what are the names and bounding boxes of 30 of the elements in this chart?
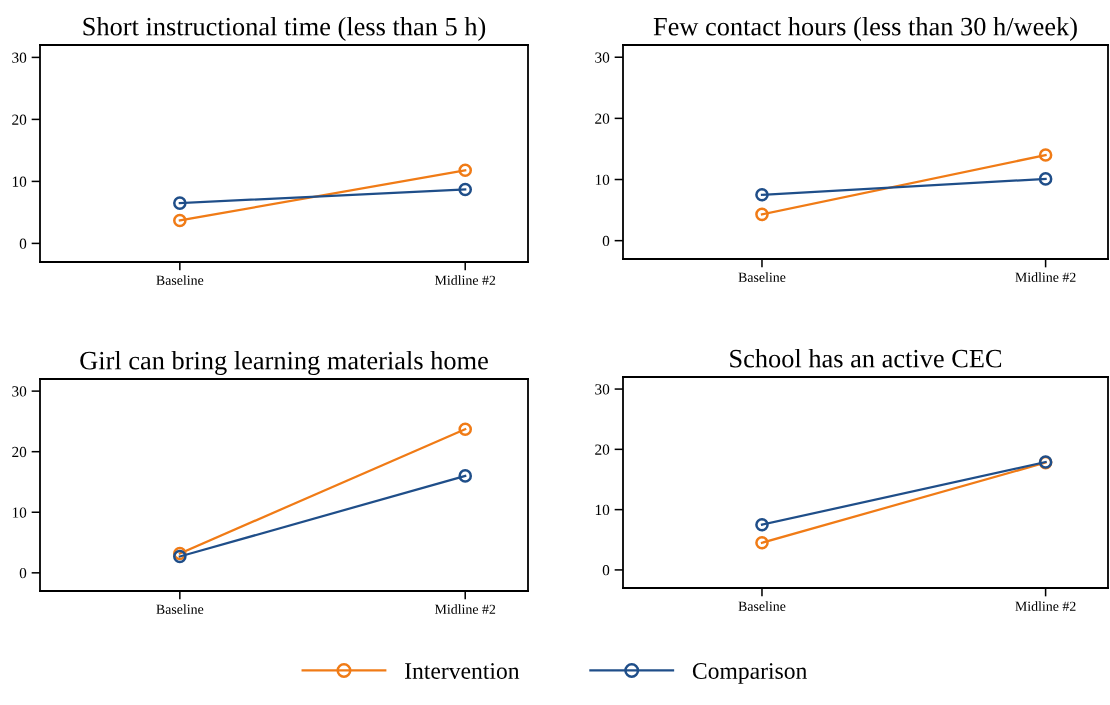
x-tick-label: Midline #2 — [434, 275, 496, 285]
y-tick-label: 10 — [595, 174, 610, 185]
y-tick-label: 0 — [602, 565, 610, 576]
y-tick-label: 10 — [12, 507, 27, 518]
y-tick-label: 30 — [12, 386, 27, 397]
y-tick-label: 20 — [595, 444, 610, 455]
x-tick-label: Baseline — [156, 275, 204, 285]
x-tick-label: Baseline — [156, 604, 204, 614]
y-tick-label: 30 — [595, 384, 610, 395]
legend-label: Comparison — [692, 663, 807, 684]
legend-label: Intervention — [405, 663, 520, 679]
y-tick-label: 20 — [12, 446, 27, 458]
x-tick-label: Midline #2 — [434, 604, 496, 614]
chart-title: School has an active CEC — [730, 348, 1002, 368]
y-tick-label: 30 — [12, 52, 27, 63]
y-tick-label: 10 — [12, 176, 27, 187]
x-tick-label: Midline #2 — [1015, 601, 1076, 611]
chart-title: Girl can bring learning materials home — [80, 350, 488, 375]
y-tick-label: 0 — [19, 238, 27, 249]
y-tick-label: 30 — [595, 52, 610, 63]
x-tick-label: Midline #2 — [1015, 272, 1076, 282]
chart-title: Few contact hours (less than 30 h/week) — [653, 16, 1077, 41]
x-tick-label: Baseline — [738, 601, 786, 611]
y-tick-label: 0 — [19, 567, 27, 579]
y-tick-label: 0 — [602, 235, 610, 247]
y-tick-label: 20 — [595, 113, 610, 124]
x-tick-label: Baseline — [738, 272, 786, 282]
chart-title: Short instructional time (less than 5 h) — [83, 16, 486, 41]
y-tick-label: 20 — [12, 114, 27, 125]
y-tick-label: 10 — [595, 504, 610, 516]
